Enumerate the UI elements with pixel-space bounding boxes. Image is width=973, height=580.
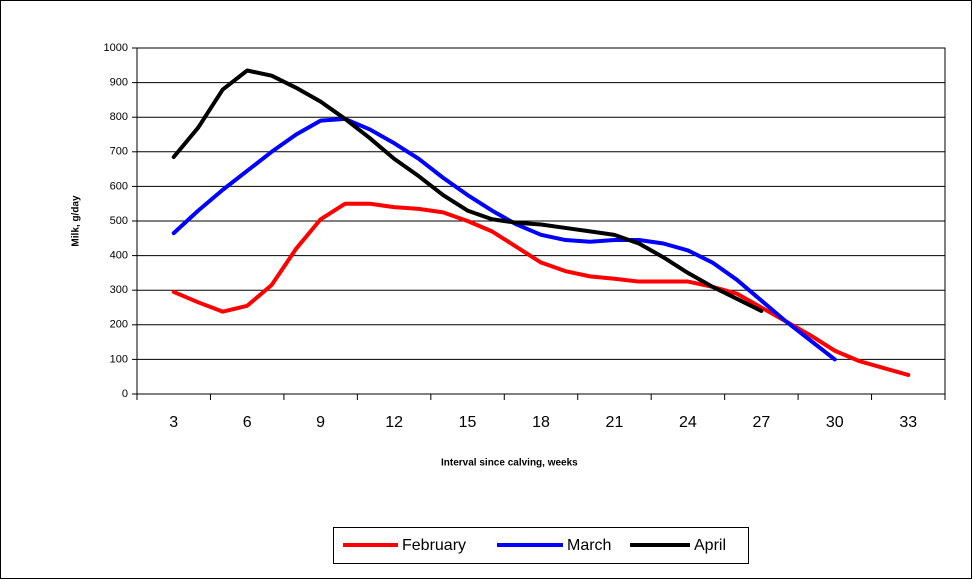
y-tick-label: 400 — [110, 250, 128, 262]
x-tick-label: 33 — [899, 414, 917, 431]
legend-label: February — [402, 537, 466, 554]
legend-label: March — [567, 537, 611, 554]
x-tick-label: 27 — [752, 414, 770, 431]
y-tick-label: 500 — [110, 215, 128, 227]
y-tick-label: 600 — [110, 180, 128, 192]
x-tick-label: 15 — [459, 414, 477, 431]
x-tick-label: 24 — [679, 414, 697, 431]
x-tick-label: 6 — [243, 414, 252, 431]
x-tick-label: 9 — [316, 414, 325, 431]
y-tick-label: 200 — [110, 319, 128, 331]
series-line — [171, 116, 837, 362]
x-tick-label: 12 — [385, 414, 403, 431]
y-tick-label: 700 — [110, 146, 128, 158]
y-tick-label: 800 — [110, 111, 128, 123]
y-tick-label: 0 — [122, 388, 128, 400]
x-tick-label: 30 — [826, 414, 844, 431]
plot-frame — [136, 47, 946, 395]
x-tick-label: 18 — [532, 414, 550, 431]
y-tick-label: 900 — [110, 77, 128, 89]
legend-label: April — [694, 537, 726, 554]
y-axis-title: Milk, g/day — [71, 195, 82, 247]
x-axis-title: Interval since calving, weeks — [441, 458, 578, 469]
y-tick-label: 300 — [110, 284, 128, 296]
y-tick-label: 100 — [110, 353, 128, 365]
x-tick-label: 3 — [169, 414, 178, 431]
y-tick-label: 1000 — [104, 42, 128, 54]
series-line — [171, 68, 764, 313]
x-tick-label: 21 — [606, 414, 624, 431]
